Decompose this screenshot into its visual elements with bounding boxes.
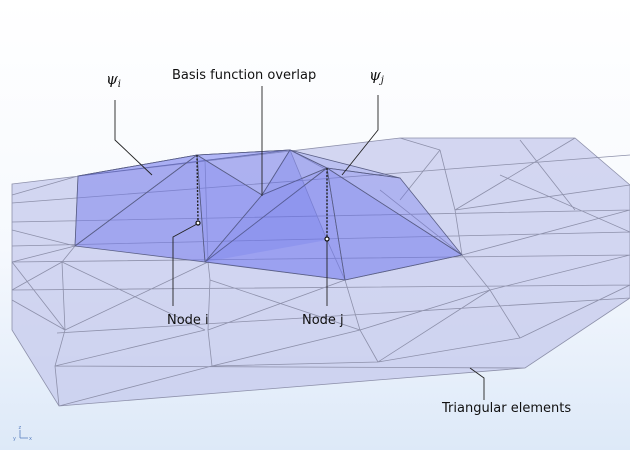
leader-lines [114,86,485,400]
psi-i-leader [114,100,153,176]
psi-j-leader [341,95,379,176]
overlap-label: Basis function overlap [172,68,316,83]
psi-j-label: ψj [369,66,384,86]
overlap-highlight [205,150,327,262]
pyramid-j-face-back-left [261,149,328,196]
overlap-region [205,150,327,262]
axis-z-label: z [19,425,22,431]
pyramid-j-face-right [326,167,463,256]
axis-y-label: y [13,436,16,442]
pyramid-psi-i [74,149,291,263]
node-i-label: Node i [167,313,209,328]
labels: ψi ψj Basis function overlap Node i Node… [106,66,571,416]
elements-label: Triangular elements [441,401,571,416]
psi-i-label: ψi [106,70,121,90]
node-i-height-line [196,154,199,223]
node-j-marker [324,236,330,242]
axis-triad: z y x [13,425,32,442]
node-j-label: Node j [302,313,344,328]
node-i-leader [172,223,198,306]
node-height-lines [196,154,328,238]
axis-x-label: x [29,436,32,442]
pyramid-psi-j [204,149,463,281]
elements-leader [469,367,485,400]
